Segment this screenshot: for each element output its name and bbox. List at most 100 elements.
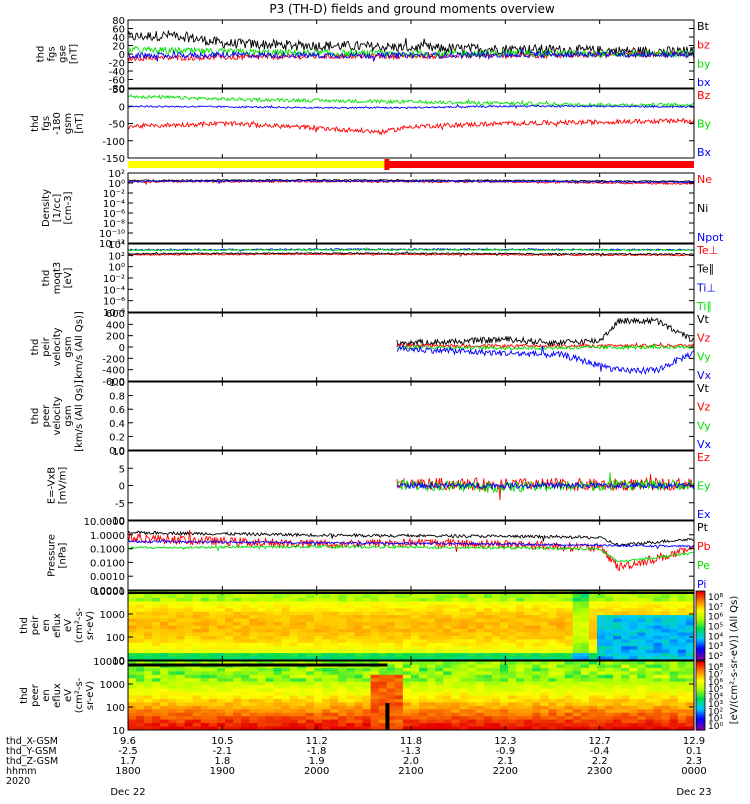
spectrogram-cell xyxy=(451,639,461,644)
spectrogram-cell xyxy=(411,692,420,696)
spectrogram-cell xyxy=(467,661,477,665)
spectrogram-cell xyxy=(661,608,671,613)
spectrogram-cell xyxy=(588,615,598,620)
spectrogram-cell xyxy=(289,671,299,676)
spectrogram-cell xyxy=(572,709,582,714)
spectrogram-cell xyxy=(605,709,614,714)
spectrogram-cell xyxy=(435,618,444,623)
spectrogram-cell xyxy=(249,692,258,696)
spectrogram-cell xyxy=(257,601,267,606)
spectrogram-cell xyxy=(354,661,364,665)
spectrogram-cell xyxy=(297,629,307,633)
spectrogram-cell xyxy=(645,667,655,672)
spectrogram-cell xyxy=(508,622,517,626)
spectrogram-cell xyxy=(427,688,436,693)
spectrogram-cell xyxy=(144,705,153,710)
spectrogram-cell xyxy=(532,615,541,620)
spectrogram-cell xyxy=(160,653,169,658)
spectrogram-cell xyxy=(621,632,630,637)
spectrogram-cell xyxy=(677,719,687,724)
spectrogram-cell xyxy=(144,678,153,683)
spectrogram-cell xyxy=(621,688,630,693)
spectrogram-cell xyxy=(572,649,582,654)
spectrogram-cell xyxy=(669,656,679,660)
spectrogram-cell xyxy=(281,699,291,703)
spectrogram-cell xyxy=(653,702,663,707)
spectrogram-cell xyxy=(483,597,493,602)
spectrogram-cell xyxy=(540,716,550,721)
spectrogram-cell xyxy=(419,661,428,665)
spectrogram-cell xyxy=(411,674,420,679)
spectrogram-cell xyxy=(273,604,283,609)
spectrogram-cell xyxy=(394,649,404,654)
spectrogram-cell xyxy=(225,635,234,640)
spectrogram-cell xyxy=(653,597,663,602)
spectrogram-cell xyxy=(152,705,161,710)
spectrogram-cell xyxy=(524,615,533,620)
spectrogram-cell xyxy=(249,646,258,651)
spectrogram-cell xyxy=(354,699,364,703)
spectrogram-cell xyxy=(257,705,267,710)
spectrogram-cell xyxy=(370,674,380,679)
spectrogram-cell xyxy=(152,719,161,724)
spectrogram-cell xyxy=(378,674,388,679)
spectrogram-cell xyxy=(216,705,226,710)
panel-series xyxy=(128,94,694,136)
spectrogram-cell xyxy=(281,622,291,626)
spectrogram-cell xyxy=(459,681,469,686)
spectrogram-cell xyxy=(200,688,210,693)
spectrogram-cell xyxy=(281,661,291,665)
spectrogram-cell xyxy=(621,649,630,654)
spectrogram-cell xyxy=(661,649,671,654)
spectrogram-cell xyxy=(669,709,679,714)
colorbar-swatch xyxy=(696,686,705,690)
spectrogram-cell xyxy=(637,695,647,700)
spectrogram-cell xyxy=(128,702,137,707)
spectrogram-cell xyxy=(136,705,145,710)
spectrogram-cell xyxy=(233,642,242,647)
spectrogram-cell xyxy=(233,661,242,665)
spectrogram-cell xyxy=(257,712,267,717)
spectrogram-cell xyxy=(580,716,590,721)
spectrogram-cell xyxy=(427,671,436,676)
spectrogram-cell xyxy=(394,688,404,693)
spectrogram-cell xyxy=(588,608,598,613)
spectrogram-cell xyxy=(516,716,525,721)
spectrogram-cell xyxy=(669,622,679,626)
series-line-Pt xyxy=(128,530,694,547)
spectrogram-cell xyxy=(208,695,218,700)
spectrogram-cell xyxy=(241,635,250,640)
spectrogram-cell xyxy=(637,719,647,724)
spectrogram-cell xyxy=(402,649,412,654)
spectrogram-cell xyxy=(394,695,404,700)
spectrogram-cell xyxy=(475,611,485,616)
spectrogram-cell xyxy=(168,685,178,690)
spectrogram-cell xyxy=(128,716,137,721)
spectrogram-cell xyxy=(305,692,315,696)
spectrogram-cell xyxy=(621,629,630,633)
spectrogram-cell xyxy=(378,667,388,672)
spectrogram-cell xyxy=(613,625,622,630)
x-row-value: 9.6 xyxy=(120,736,136,747)
colorbar-swatch xyxy=(696,648,705,652)
spectrogram-cell xyxy=(378,712,388,717)
colorbar-swatch xyxy=(696,593,705,597)
spectrogram-cell xyxy=(297,699,307,703)
spectrogram-cell xyxy=(605,601,614,606)
spectrogram-cell xyxy=(208,667,218,672)
spectrogram-cell xyxy=(362,661,372,665)
spectrogram-cell xyxy=(564,699,574,703)
spectrogram-cell xyxy=(128,618,137,623)
spectrogram-cell xyxy=(289,618,299,623)
spectrogram-cell xyxy=(419,632,428,637)
spectrogram-cell xyxy=(249,674,258,679)
spectrogram-cell xyxy=(532,699,541,703)
spectrogram-cell xyxy=(564,622,574,626)
spectrogram-cell xyxy=(677,615,687,620)
x-row-label: 2020 xyxy=(6,776,30,787)
spectrogram-cell xyxy=(580,695,590,700)
spectrogram-cell xyxy=(499,639,509,644)
spectrogram-cell xyxy=(184,699,194,703)
spectrogram-cell xyxy=(605,615,614,620)
spectrogram-cell xyxy=(483,661,493,665)
